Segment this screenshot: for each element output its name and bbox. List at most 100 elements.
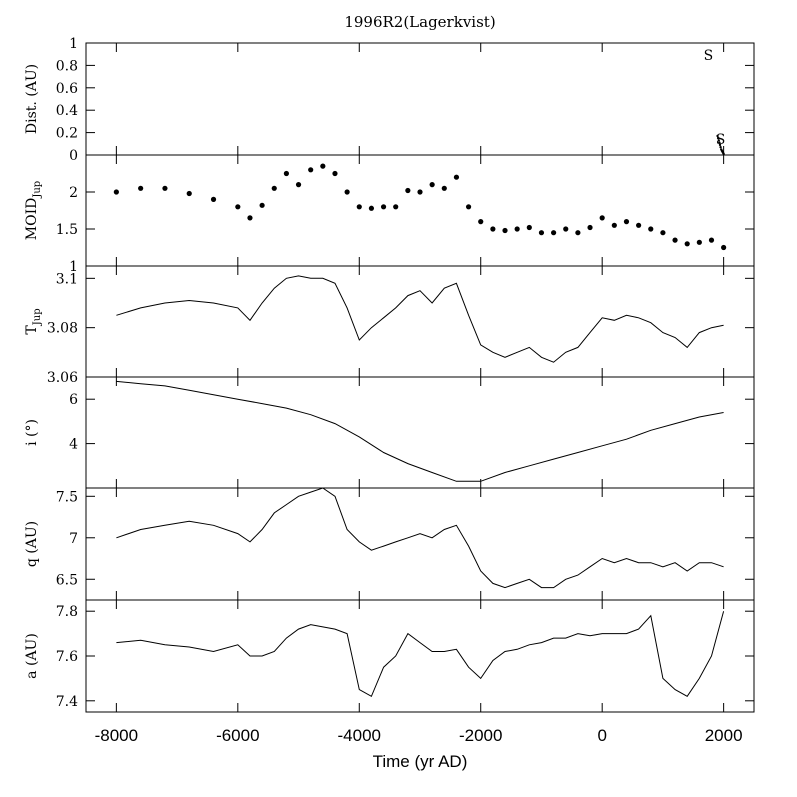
x-tick-label: -4000 bbox=[338, 726, 381, 745]
panels-group: 0 0.2 0.4 0.6 0.8 1 Dist. (AU) S S 1 1.5 2 MOIDJup 3.… bbox=[24, 36, 755, 745]
data-point bbox=[722, 152, 725, 156]
panel-dist: 0 0.2 0.4 0.6 0.8 1 Dist. (AU) S S bbox=[24, 36, 755, 164]
y-tick-label: 7.5 bbox=[56, 489, 78, 505]
y-tick-label: 0.8 bbox=[56, 58, 78, 74]
y-tick-label: 7.4 bbox=[56, 694, 78, 710]
y-tick-label: 0.6 bbox=[56, 81, 78, 97]
data-point bbox=[587, 224, 593, 231]
data-point bbox=[210, 196, 217, 202]
data-point bbox=[660, 230, 666, 236]
data-point bbox=[716, 137, 720, 140]
data-point bbox=[718, 141, 721, 144]
panel-a: 7.4 7.6 7.8 a (AU) bbox=[24, 599, 755, 713]
x-tick-label: 2000 bbox=[705, 726, 743, 745]
data-point bbox=[259, 202, 265, 208]
data-point bbox=[538, 230, 545, 236]
panel-frame bbox=[85, 265, 755, 378]
data-point bbox=[320, 163, 326, 169]
data-point bbox=[490, 226, 496, 232]
chart-title: 1996R2(Lagerkvist) bbox=[344, 13, 495, 31]
data-point bbox=[344, 189, 350, 195]
x-tick-label: -2000 bbox=[459, 726, 502, 745]
annotation: S bbox=[704, 48, 714, 64]
x-tick-label: 0 bbox=[597, 726, 606, 745]
y-tick-label: 7.8 bbox=[56, 604, 78, 620]
data-point bbox=[716, 134, 719, 138]
y-tick-label: 0.2 bbox=[56, 126, 78, 142]
data-point bbox=[502, 227, 508, 234]
y-tick-label: 3.1 bbox=[56, 271, 78, 287]
y-tick-label: 1 bbox=[69, 36, 78, 52]
panel-frame bbox=[85, 599, 755, 713]
data-point bbox=[113, 189, 119, 195]
y-tick-label: 4 bbox=[69, 437, 78, 453]
y-axis-label-incl: i (°) bbox=[24, 419, 40, 446]
data-point bbox=[514, 226, 520, 232]
panel-q: 6.5 7 7.5 q (AU) bbox=[24, 487, 755, 601]
data-point bbox=[478, 219, 484, 225]
data-point bbox=[356, 204, 362, 210]
x-tick-label: -6000 bbox=[216, 726, 259, 745]
data-point bbox=[611, 222, 617, 228]
y-axis-label-a: a (AU) bbox=[24, 633, 40, 679]
data-point bbox=[719, 145, 722, 149]
series-line bbox=[116, 275, 724, 363]
y-tick-label: 1 bbox=[69, 259, 78, 275]
data-point bbox=[429, 182, 435, 188]
data-point bbox=[283, 170, 289, 177]
y-axis-label-dist: Dist. (AU) bbox=[24, 64, 40, 134]
data-point bbox=[696, 239, 702, 245]
data-point bbox=[441, 185, 447, 191]
y-tick-label: 3.06 bbox=[47, 370, 78, 386]
data-point bbox=[332, 170, 338, 177]
data-point bbox=[295, 182, 302, 188]
data-point bbox=[684, 241, 690, 247]
data-point bbox=[717, 139, 720, 142]
y-axis-label-moid: MOIDJup bbox=[24, 181, 43, 240]
panel-frame bbox=[85, 154, 755, 267]
y-tick-label: 1.5 bbox=[56, 222, 78, 238]
series-line bbox=[116, 380, 724, 482]
series-line bbox=[116, 611, 725, 698]
x-tick-label: -8000 bbox=[95, 726, 138, 745]
annotation: S bbox=[716, 132, 726, 148]
data-point bbox=[599, 215, 605, 221]
data-point bbox=[526, 224, 532, 231]
panel-moid: 1 1.5 2 MOIDJup bbox=[24, 154, 755, 275]
panel-frame bbox=[85, 487, 755, 601]
data-point bbox=[393, 204, 399, 210]
data-point bbox=[308, 167, 314, 173]
data-point bbox=[162, 185, 168, 191]
data-point bbox=[405, 187, 411, 194]
data-point bbox=[718, 143, 722, 147]
series-line bbox=[116, 487, 724, 589]
y-axis-label-q: q (AU) bbox=[24, 521, 40, 567]
y-tick-label: 3.08 bbox=[47, 321, 78, 337]
panel-frame bbox=[85, 42, 755, 156]
data-point bbox=[672, 237, 678, 243]
data-point bbox=[465, 204, 472, 210]
data-point bbox=[575, 230, 581, 236]
panel-frame bbox=[85, 376, 755, 489]
panel-incl: 4 6 i (°) bbox=[24, 376, 755, 489]
y-tick-label: 6 bbox=[69, 392, 78, 408]
data-point bbox=[417, 189, 423, 195]
x-axis-label: Time (yr AD) bbox=[373, 752, 468, 771]
panel-tjup: 3.06 3.08 3.1 TJup bbox=[24, 265, 755, 386]
y-tick-label: 6.5 bbox=[56, 572, 78, 588]
data-point bbox=[380, 204, 387, 210]
y-tick-label: 0.4 bbox=[56, 103, 78, 119]
data-point bbox=[623, 219, 630, 225]
data-point bbox=[271, 185, 277, 191]
y-axis-label-subscript: Jup bbox=[32, 181, 43, 199]
y-tick-label: 0 bbox=[69, 148, 78, 164]
y-tick-label: 2 bbox=[69, 185, 78, 201]
data-point bbox=[563, 226, 569, 232]
data-point bbox=[636, 222, 642, 228]
data-point bbox=[648, 226, 654, 232]
y-tick-label: 7.6 bbox=[56, 649, 78, 665]
y-axis-label-tjup: TJup bbox=[24, 308, 43, 334]
data-point bbox=[551, 230, 557, 236]
data-point bbox=[368, 205, 375, 211]
